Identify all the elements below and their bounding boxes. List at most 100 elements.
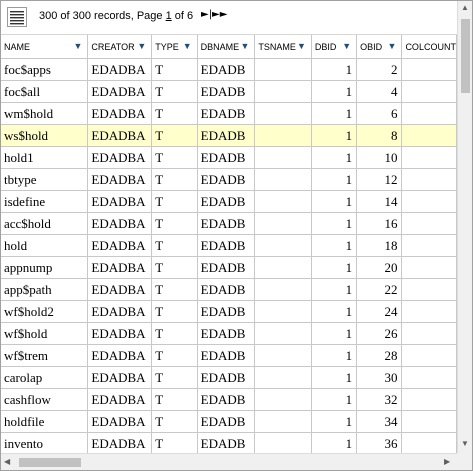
cell-dbname[interactable]: EDADB <box>197 300 256 323</box>
cell-type[interactable]: T <box>151 388 198 411</box>
cell-colcount[interactable] <box>401 366 457 389</box>
cell-colcount[interactable] <box>401 256 457 279</box>
scroll-left-arrow-icon[interactable]: ◀ <box>4 457 11 466</box>
cell-tsname[interactable] <box>254 146 312 169</box>
column-header-obid[interactable]: OBID ▼ <box>356 35 403 59</box>
cell-creator[interactable]: EDADBA <box>87 322 153 345</box>
vertical-scrollbar[interactable]: ▲ ▼ <box>457 1 472 453</box>
cell-tsname[interactable] <box>254 58 312 81</box>
column-header-dbname[interactable]: DBNAME ▼ <box>197 35 256 59</box>
cell-creator[interactable]: EDADBA <box>87 124 153 147</box>
cell-obid[interactable]: 2 <box>356 58 403 81</box>
cell-name[interactable]: wf$hold2 <box>1 300 89 323</box>
cell-dbname[interactable]: EDADB <box>197 212 256 235</box>
sort-caret-down-icon[interactable]: ▼ <box>182 41 192 51</box>
cell-colcount[interactable] <box>401 80 457 103</box>
cell-type[interactable]: T <box>151 278 198 301</box>
cell-tsname[interactable] <box>254 388 312 411</box>
cell-colcount[interactable] <box>401 300 457 323</box>
cell-type[interactable]: T <box>151 432 198 453</box>
cell-obid[interactable]: 30 <box>356 366 403 389</box>
cell-tsname[interactable] <box>254 300 312 323</box>
cell-dbname[interactable]: EDADB <box>197 102 256 125</box>
page-navigation-buttons[interactable]: ►|►► <box>201 9 228 20</box>
table-row[interactable]: isdefine EDADBA T EDADB 1 14 <box>1 190 457 213</box>
cell-name[interactable]: carolap <box>1 366 89 389</box>
cell-creator[interactable]: EDADBA <box>87 58 153 81</box>
cell-obid[interactable]: 22 <box>356 278 403 301</box>
cell-dbid[interactable]: 1 <box>311 300 358 323</box>
cell-dbname[interactable]: EDADB <box>197 168 256 191</box>
cell-type[interactable]: T <box>151 190 198 213</box>
table-row[interactable]: appnump EDADBA T EDADB 1 20 <box>1 256 457 279</box>
cell-dbid[interactable]: 1 <box>311 410 358 433</box>
cell-dbid[interactable]: 1 <box>311 124 358 147</box>
cell-tsname[interactable] <box>254 410 312 433</box>
cell-name[interactable]: isdefine <box>1 190 89 213</box>
scroll-up-arrow-icon[interactable]: ▲ <box>461 3 469 12</box>
sort-caret-down-icon[interactable]: ▼ <box>296 41 306 51</box>
cell-colcount[interactable] <box>401 344 457 367</box>
cell-type[interactable]: T <box>151 256 198 279</box>
table-row[interactable]: wf$hold EDADBA T EDADB 1 26 <box>1 322 457 345</box>
table-row[interactable]: acc$hold EDADBA T EDADB 1 16 <box>1 212 457 235</box>
cell-obid[interactable]: 14 <box>356 190 403 213</box>
cell-dbname[interactable]: EDADB <box>197 124 256 147</box>
cell-tsname[interactable] <box>254 278 312 301</box>
cell-name[interactable]: ws$hold <box>1 124 89 147</box>
cell-colcount[interactable] <box>401 212 457 235</box>
cell-type[interactable]: T <box>151 300 198 323</box>
cell-dbid[interactable]: 1 <box>311 322 358 345</box>
cell-colcount[interactable] <box>401 58 457 81</box>
cell-dbname[interactable]: EDADB <box>197 344 256 367</box>
cell-name[interactable]: wf$trem <box>1 344 89 367</box>
cell-colcount[interactable] <box>401 410 457 433</box>
column-header-tsname[interactable]: TSNAME ▼ <box>254 35 312 59</box>
cell-type[interactable]: T <box>151 168 198 191</box>
cell-dbname[interactable]: EDADB <box>197 322 256 345</box>
cell-creator[interactable]: EDADBA <box>87 278 153 301</box>
column-header-creator[interactable]: CREATOR ▼ <box>87 35 153 59</box>
table-row[interactable]: hold1 EDADBA T EDADB 1 10 <box>1 146 457 169</box>
cell-creator[interactable]: EDADBA <box>87 410 153 433</box>
cell-tsname[interactable] <box>254 168 312 191</box>
cell-obid[interactable]: 8 <box>356 124 403 147</box>
cell-dbid[interactable]: 1 <box>311 168 358 191</box>
sort-caret-down-icon[interactable]: ▼ <box>137 41 147 51</box>
cell-dbid[interactable]: 1 <box>311 256 358 279</box>
table-row[interactable]: carolap EDADBA T EDADB 1 30 <box>1 366 457 389</box>
cell-dbid[interactable]: 1 <box>311 80 358 103</box>
scroll-down-arrow-icon[interactable]: ▼ <box>461 439 469 448</box>
cell-dbid[interactable]: 1 <box>311 432 358 453</box>
cell-type[interactable]: T <box>151 124 198 147</box>
cell-dbname[interactable]: EDADB <box>197 256 256 279</box>
cell-name[interactable]: cashflow <box>1 388 89 411</box>
table-row[interactable]: wf$hold2 EDADBA T EDADB 1 24 <box>1 300 457 323</box>
cell-type[interactable]: T <box>151 212 198 235</box>
cell-type[interactable]: T <box>151 102 198 125</box>
cell-type[interactable]: T <box>151 58 198 81</box>
cell-colcount[interactable] <box>401 278 457 301</box>
cell-name[interactable]: tbtype <box>1 168 89 191</box>
table-row[interactable]: wf$trem EDADBA T EDADB 1 28 <box>1 344 457 367</box>
sort-caret-down-icon[interactable]: ▼ <box>387 41 397 51</box>
cell-creator[interactable]: EDADBA <box>87 102 153 125</box>
cell-obid[interactable]: 34 <box>356 410 403 433</box>
cell-obid[interactable]: 12 <box>356 168 403 191</box>
horizontal-scrollbar[interactable]: ◀ ▶ <box>1 453 457 470</box>
cell-tsname[interactable] <box>254 212 312 235</box>
cell-colcount[interactable] <box>401 146 457 169</box>
cell-type[interactable]: T <box>151 410 198 433</box>
cell-type[interactable]: T <box>151 322 198 345</box>
scroll-right-arrow-icon[interactable]: ▶ <box>444 457 451 466</box>
cell-creator[interactable]: EDADBA <box>87 344 153 367</box>
cell-name[interactable]: foc$apps <box>1 58 89 81</box>
table-row[interactable]: wm$hold EDADBA T EDADB 1 6 <box>1 102 457 125</box>
cell-tsname[interactable] <box>254 432 312 453</box>
cell-dbid[interactable]: 1 <box>311 344 358 367</box>
cell-name[interactable]: holdfile <box>1 410 89 433</box>
cell-creator[interactable]: EDADBA <box>87 190 153 213</box>
cell-creator[interactable]: EDADBA <box>87 80 153 103</box>
cell-creator[interactable]: EDADBA <box>87 432 153 453</box>
cell-type[interactable]: T <box>151 344 198 367</box>
